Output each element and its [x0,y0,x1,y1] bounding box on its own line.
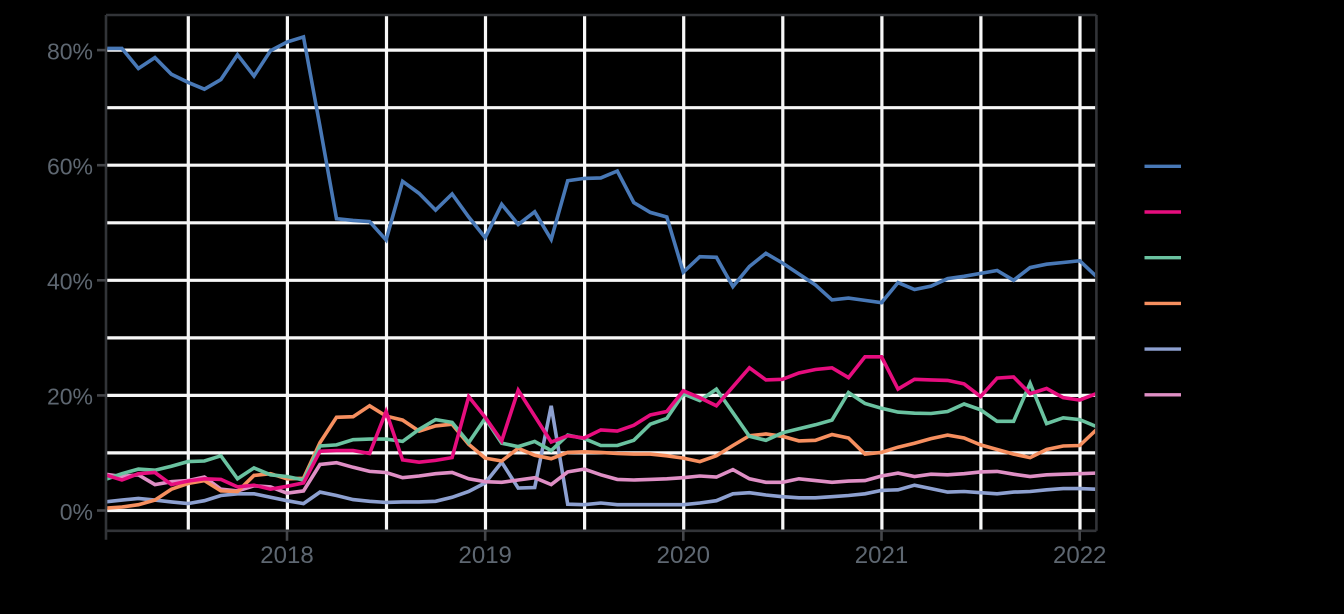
svg-text:2021: 2021 [855,542,908,569]
svg-text:2020: 2020 [657,542,710,569]
svg-text:2022: 2022 [1053,542,1106,569]
svg-text:0%: 0% [60,499,93,525]
svg-text:60%: 60% [47,154,93,180]
svg-text:2018: 2018 [260,542,313,569]
svg-text:80%: 80% [47,38,93,64]
svg-text:2019: 2019 [459,542,512,569]
svg-text:20%: 20% [47,384,93,410]
svg-text:40%: 40% [47,269,93,295]
